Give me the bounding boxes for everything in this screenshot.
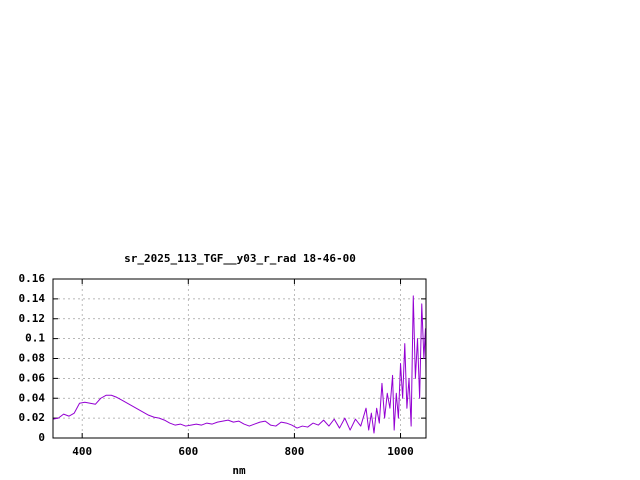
y-tick-label: 0.04 <box>19 391 46 404</box>
x-axis-label: nm <box>232 464 246 477</box>
x-tick-label: 600 <box>178 445 198 458</box>
y-tick-label: 0.02 <box>19 411 46 424</box>
chart-title: sr_2025_113_TGF__y03_r_rad 18-46-00 <box>124 252 356 265</box>
y-tick-label: 0.06 <box>19 371 46 384</box>
y-tick-label: 0.1 <box>25 332 45 345</box>
y-tick-label: 0.08 <box>19 352 46 365</box>
plot-frame <box>52 278 427 439</box>
y-tick-label: 0 <box>38 431 45 444</box>
grid-layer <box>53 278 426 439</box>
x-tick-label: 1000 <box>387 445 414 458</box>
y-tick-label: 0.16 <box>19 272 46 285</box>
x-tick-label: 800 <box>284 445 304 458</box>
y-tick-label: 0.12 <box>19 312 46 325</box>
plot-layer <box>52 295 427 434</box>
y-tick-label: 0.14 <box>19 292 46 305</box>
data-line <box>52 295 427 434</box>
x-tick-label: 400 <box>72 445 92 458</box>
